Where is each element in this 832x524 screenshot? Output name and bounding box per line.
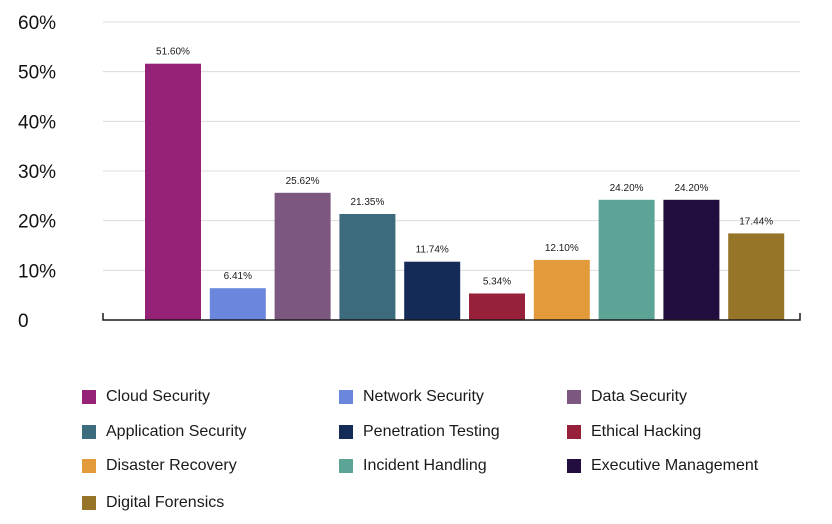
legend-item: Digital Forensics — [82, 494, 224, 512]
legend-item: Data Security — [567, 388, 687, 406]
y-tick-label: 60% — [18, 13, 56, 34]
data-label: 21.35% — [350, 197, 384, 208]
legend-label: Data Security — [591, 388, 688, 405]
y-tick-label: 0 — [18, 311, 29, 332]
bar — [663, 199, 720, 320]
bar — [728, 233, 785, 320]
y-tick-label: 30% — [18, 162, 56, 183]
legend-label: Application Security — [106, 423, 247, 440]
legend-item: Incident Handling — [339, 457, 487, 475]
legend-item: Executive Management — [567, 457, 758, 475]
legend-swatch — [82, 459, 96, 473]
legend-swatch — [82, 425, 96, 439]
legend-label: Digital Forensics — [106, 494, 225, 511]
legend-swatch — [339, 425, 353, 439]
legend-label: Executive Management — [591, 457, 759, 474]
legend-label: Network Security — [363, 388, 484, 405]
bar — [145, 63, 201, 320]
legend-item: Disaster Recovery — [82, 457, 237, 475]
legend-label: Cloud Security — [106, 388, 211, 405]
legend-item: Penetration Testing — [339, 423, 500, 441]
legend-item: Cloud Security — [82, 388, 210, 406]
legend-label: Ethical Hacking — [591, 423, 702, 440]
bar — [339, 214, 396, 320]
data-label: 5.34% — [483, 277, 511, 288]
data-labels: 51.60% 6.41% 25.62% 21.35% 11.74% 5.34% 12.10%… — [156, 47, 773, 288]
bars — [145, 63, 785, 320]
data-label: 17.44% — [739, 216, 773, 227]
bar — [274, 192, 331, 320]
bar-chart: 0 10% 20% 30% 40% 50% 60% 51.60% 6.41% 25.62% 21.… — [18, 13, 801, 332]
y-tick-label: 20% — [18, 212, 56, 233]
legend-swatch — [339, 390, 353, 404]
bar — [404, 261, 461, 320]
data-label: 25.62% — [286, 176, 320, 187]
legend-label: Incident Handling — [363, 457, 487, 474]
legend-label: Disaster Recovery — [106, 457, 237, 474]
legend-label: Penetration Testing — [363, 423, 500, 440]
legend-swatch — [339, 459, 353, 473]
legend-item: Network Security — [339, 388, 484, 406]
bar — [209, 288, 266, 320]
data-label: 11.74% — [416, 245, 449, 256]
data-label: 6.41% — [224, 271, 252, 282]
y-tick-label: 50% — [18, 63, 56, 84]
legend-swatch — [567, 390, 581, 404]
legend-item: Ethical Hacking — [567, 423, 701, 441]
data-label: 24.20% — [610, 183, 644, 194]
data-label: 24.20% — [674, 183, 708, 194]
legend-swatch — [567, 459, 581, 473]
y-tick-label: 40% — [18, 112, 56, 133]
bar — [533, 259, 590, 320]
bar — [469, 293, 525, 320]
y-tick-label: 10% — [18, 261, 56, 282]
bar — [598, 199, 655, 320]
legend-swatch — [82, 496, 96, 510]
y-axis-tick-labels: 0 10% 20% 30% 40% 50% 60% — [18, 13, 56, 332]
legend-swatch — [82, 390, 96, 404]
data-label: 51.60% — [156, 47, 190, 58]
data-label: 12.10% — [545, 243, 579, 254]
legend-swatch — [567, 425, 581, 439]
x-axis-line — [102, 313, 801, 321]
legend-item: Application Security — [82, 423, 247, 441]
